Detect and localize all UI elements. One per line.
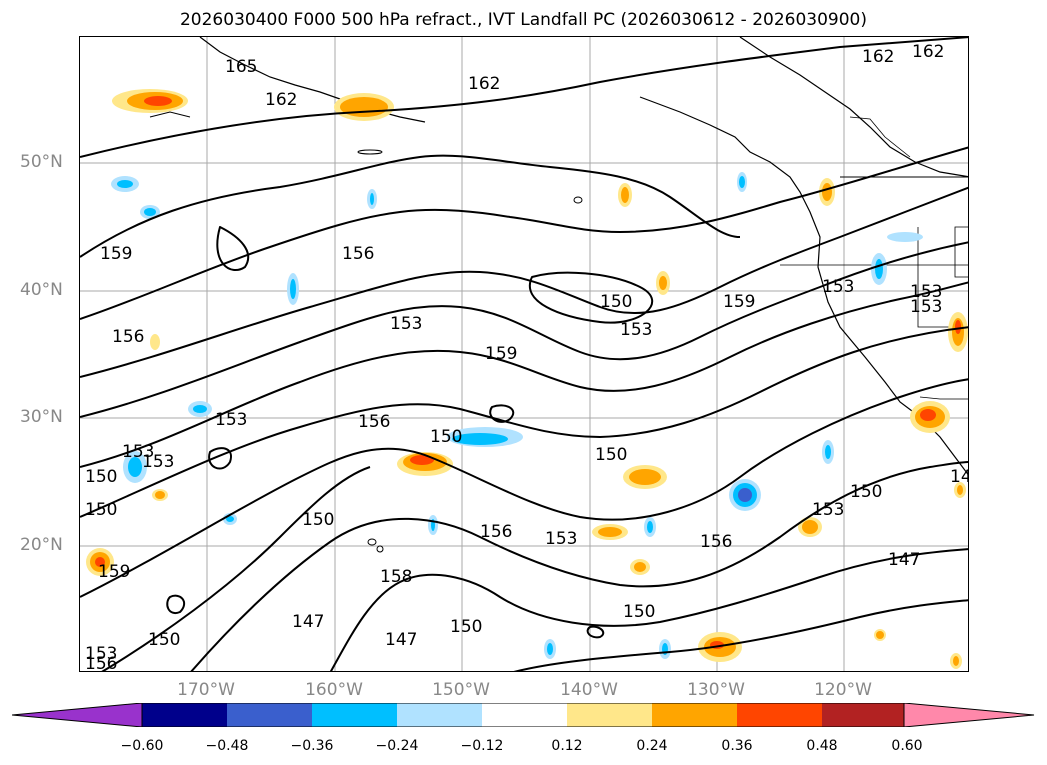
contour-label: 153 — [142, 452, 174, 472]
contour-label: 165 — [225, 57, 257, 77]
contour-label: 158 — [380, 567, 412, 587]
contour-label: 147 — [888, 550, 920, 570]
contour-label: 150 — [600, 292, 632, 312]
contour-label: 159 — [485, 344, 517, 364]
colorbar-tick: 0.60 — [891, 738, 923, 754]
contour-label: 156 — [85, 654, 117, 672]
contour-label: 153 — [390, 314, 422, 334]
contour-label: 153 — [85, 644, 117, 664]
lon-label-170w: 170°W — [177, 680, 235, 700]
contour-label: 153 — [812, 500, 844, 520]
island-outlines — [149, 111, 583, 553]
contour-label: 159 — [98, 562, 130, 582]
contour-label: 150 — [430, 427, 462, 447]
contour-label: 150 — [450, 617, 482, 637]
contour-label: 162 — [862, 47, 894, 67]
contour-label: 159 — [723, 292, 755, 312]
lon-label-130w: 130°W — [687, 680, 745, 700]
contour-label: 156 — [700, 532, 732, 552]
contour-label: 150 — [595, 445, 627, 465]
colorbar-tick: −0.48 — [205, 738, 249, 754]
contour-label: 156 — [480, 522, 512, 542]
colorbar-tick: 0.36 — [721, 738, 753, 754]
contour-label: 162 — [912, 42, 944, 62]
lon-label-150w: 150°W — [432, 680, 490, 700]
colorbar-tick: −0.24 — [375, 738, 419, 754]
map-panel: 165 162 162 162 162 159 156 156 153 153 … — [79, 36, 969, 672]
contour-label: 150 — [302, 510, 334, 530]
coastline — [199, 37, 968, 476]
lon-label-120w: 120°W — [814, 680, 872, 700]
contour-label: 147 — [385, 630, 417, 650]
contour-label: 153 — [545, 529, 577, 549]
contour-label: 150 — [85, 500, 117, 520]
lat-label-40n: 40°N — [20, 280, 63, 300]
contour-label: 153 — [910, 282, 942, 302]
contour-label: 153 — [822, 277, 854, 297]
refractivity-contours — [80, 37, 968, 671]
map-canvas: 165 162 162 162 162 159 156 156 153 153 … — [80, 37, 969, 672]
contour-label: 153 — [122, 442, 154, 462]
colorbar-tick: 0.24 — [636, 738, 668, 754]
contour-label: 150 — [85, 467, 117, 487]
contour-label: 156 — [112, 327, 144, 347]
contour-label: 147 — [292, 612, 324, 632]
contour-label: 156 — [342, 244, 374, 264]
contour-label: 150 — [623, 602, 655, 622]
colorbar-tick: −0.12 — [460, 738, 504, 754]
graticule — [80, 37, 968, 671]
contour-label: 162 — [468, 74, 500, 94]
contour-label: 153 — [910, 297, 942, 317]
colorbar-tick: −0.60 — [120, 738, 164, 754]
colorbar — [12, 703, 1036, 727]
colorbar-tick: −0.36 — [290, 738, 334, 754]
colorbar-tick: 0.48 — [806, 738, 838, 754]
contour-label: 153 — [620, 320, 652, 340]
colorbar-tick: 0.12 — [551, 738, 583, 754]
contour-label: 150 — [850, 482, 882, 502]
colorbar-graphic — [12, 703, 1035, 727]
lat-label-20n: 20°N — [20, 535, 63, 555]
map-title: 2026030400 F000 500 hPa refract., IVT La… — [179, 10, 867, 30]
contour-label: 159 — [100, 244, 132, 264]
lon-label-140w: 140°W — [560, 680, 618, 700]
shaded-anomalies — [86, 89, 968, 669]
contour-label: 153 — [215, 410, 247, 430]
contour-label: 150 — [148, 630, 180, 650]
lon-label-160w: 160°W — [305, 680, 363, 700]
lat-label-50n: 50°N — [20, 152, 63, 172]
contour-labels: 165 162 162 162 162 159 156 156 153 153 … — [85, 42, 969, 672]
contour-label: 147 — [950, 467, 969, 487]
contour-label: 162 — [265, 90, 297, 110]
lat-label-30n: 30°N — [20, 407, 63, 427]
contour-label: 156 — [358, 412, 390, 432]
